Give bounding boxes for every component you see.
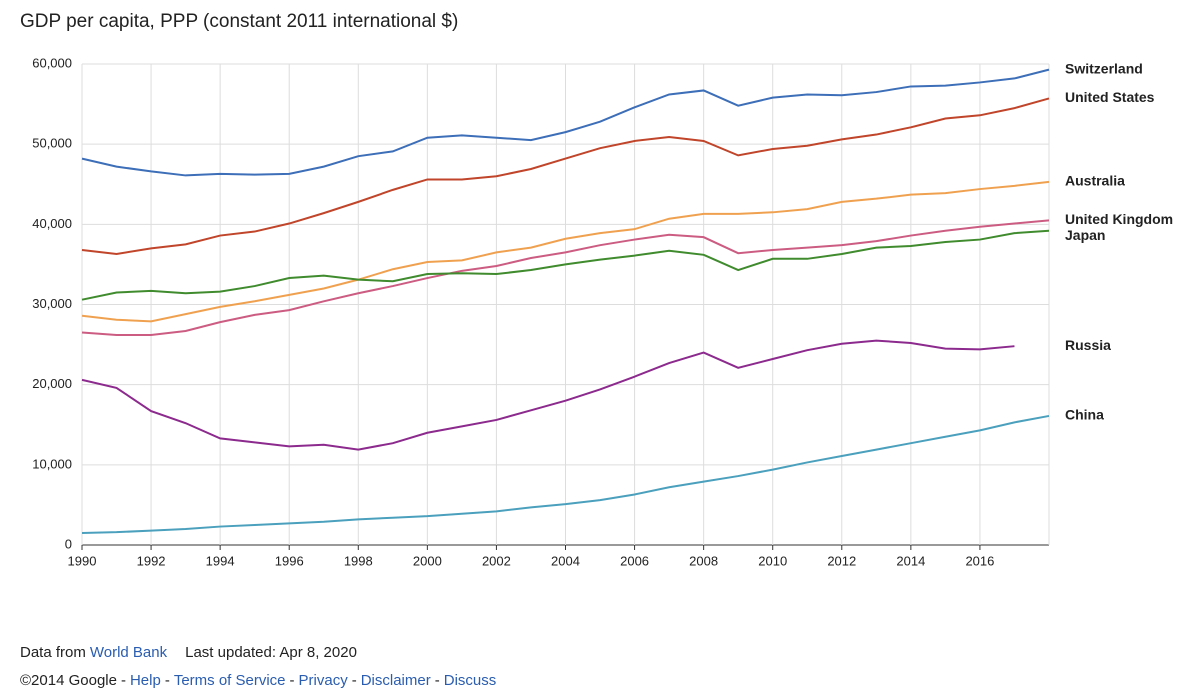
y-tick-label: 30,000 bbox=[32, 296, 72, 311]
footer-link[interactable]: Discuss bbox=[443, 672, 497, 689]
legend-label: Japan bbox=[1065, 227, 1105, 243]
x-tick-label: 2004 bbox=[551, 553, 580, 568]
separator: - bbox=[164, 672, 170, 689]
x-tick-label: 2000 bbox=[413, 553, 442, 568]
separator: - bbox=[289, 672, 295, 689]
series-line bbox=[81, 68, 1050, 177]
separator: - bbox=[351, 672, 357, 689]
footer-link[interactable]: Help bbox=[129, 672, 161, 689]
x-tick-label: 2010 bbox=[758, 553, 787, 568]
x-tick-label: 2016 bbox=[965, 553, 994, 568]
separator: - bbox=[434, 672, 440, 689]
legend-label: Australia bbox=[1065, 173, 1125, 189]
legend-label: China bbox=[1065, 407, 1104, 423]
legend-label: Switzerland bbox=[1065, 60, 1143, 76]
series-line bbox=[81, 339, 1015, 451]
y-tick-label: 10,000 bbox=[32, 456, 72, 471]
y-tick-label: 0 bbox=[65, 536, 72, 551]
x-tick-label: 2014 bbox=[896, 553, 925, 568]
footer-link[interactable]: Disclaimer bbox=[360, 672, 431, 689]
series-line bbox=[81, 414, 1050, 534]
x-tick-label: 2006 bbox=[620, 553, 649, 568]
x-tick-label: 2002 bbox=[482, 553, 511, 568]
footer-link[interactable]: Terms of Service bbox=[173, 672, 286, 689]
copyright: ©2014 Google bbox=[20, 672, 117, 689]
source-link[interactable]: World Bank bbox=[89, 644, 168, 661]
legend-label: Russia bbox=[1065, 337, 1111, 353]
footer-link[interactable]: Privacy bbox=[298, 672, 348, 689]
series-line bbox=[81, 229, 1050, 301]
x-tick-label: 2008 bbox=[689, 553, 718, 568]
chart-title: GDP per capita, PPP (constant 2011 inter… bbox=[20, 11, 458, 32]
series-line bbox=[81, 219, 1050, 336]
x-tick-label: 1996 bbox=[275, 553, 304, 568]
legend-label: United Kingdom bbox=[1065, 211, 1173, 227]
separator: - bbox=[120, 672, 126, 689]
x-tick-label: 1998 bbox=[344, 553, 373, 568]
last-updated: Last updated: Apr 8, 2020 bbox=[185, 644, 357, 661]
source-line: Data from World Bank Last updated: Apr 8, … bbox=[20, 644, 361, 661]
x-tick-label: 1994 bbox=[206, 553, 235, 568]
chart: GDP per capita, PPP (constant 2011 inter… bbox=[20, 11, 1173, 568]
series-line bbox=[81, 97, 1050, 256]
x-tick-label: 1992 bbox=[137, 553, 166, 568]
y-tick-label: 20,000 bbox=[32, 376, 72, 391]
x-tick-label: 2012 bbox=[827, 553, 856, 568]
source-prefix: Data from bbox=[20, 644, 86, 661]
series-line bbox=[81, 180, 1050, 323]
y-tick-label: 60,000 bbox=[32, 55, 72, 70]
y-tick-label: 40,000 bbox=[32, 216, 72, 231]
links-line: ©2014 Google - Help - Terms of Service - Priva… bbox=[20, 672, 500, 689]
y-tick-label: 50,000 bbox=[32, 136, 72, 151]
x-tick-label: 1990 bbox=[68, 553, 97, 568]
legend-label: United States bbox=[1065, 89, 1155, 105]
